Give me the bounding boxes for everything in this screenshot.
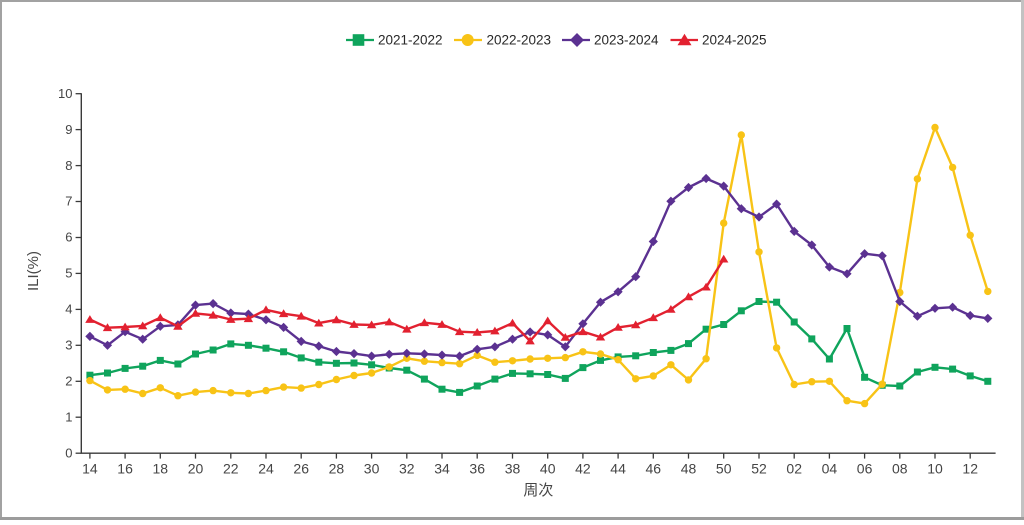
svg-text:9: 9 bbox=[65, 122, 72, 137]
svg-text:06: 06 bbox=[857, 461, 873, 477]
svg-text:22: 22 bbox=[223, 461, 239, 477]
svg-text:36: 36 bbox=[469, 461, 485, 477]
svg-text:32: 32 bbox=[399, 461, 415, 477]
svg-text:2021-2022: 2021-2022 bbox=[378, 33, 443, 48]
svg-text:ILI(%): ILI(%) bbox=[25, 251, 42, 291]
svg-text:38: 38 bbox=[505, 461, 521, 477]
svg-text:52: 52 bbox=[751, 461, 767, 477]
svg-text:08: 08 bbox=[892, 461, 908, 477]
svg-text:7: 7 bbox=[65, 194, 72, 209]
svg-text:04: 04 bbox=[822, 461, 838, 477]
svg-text:10: 10 bbox=[58, 86, 72, 101]
svg-text:2023-2024: 2023-2024 bbox=[594, 33, 659, 48]
svg-text:46: 46 bbox=[646, 461, 662, 477]
svg-text:4: 4 bbox=[65, 302, 72, 317]
svg-text:30: 30 bbox=[364, 461, 380, 477]
svg-text:5: 5 bbox=[65, 266, 72, 281]
svg-text:26: 26 bbox=[293, 461, 309, 477]
svg-text:0: 0 bbox=[65, 445, 72, 460]
svg-text:18: 18 bbox=[153, 461, 169, 477]
svg-text:40: 40 bbox=[540, 461, 556, 477]
svg-text:44: 44 bbox=[610, 461, 626, 477]
svg-text:2024-2025: 2024-2025 bbox=[702, 33, 767, 48]
svg-text:10: 10 bbox=[927, 461, 943, 477]
svg-text:12: 12 bbox=[962, 461, 978, 477]
svg-text:34: 34 bbox=[434, 461, 450, 477]
svg-text:28: 28 bbox=[329, 461, 345, 477]
svg-text:02: 02 bbox=[786, 461, 802, 477]
svg-text:8: 8 bbox=[65, 158, 72, 173]
svg-text:48: 48 bbox=[681, 461, 697, 477]
svg-text:42: 42 bbox=[575, 461, 591, 477]
svg-text:14: 14 bbox=[82, 461, 98, 477]
svg-text:20: 20 bbox=[188, 461, 204, 477]
svg-text:2022-2023: 2022-2023 bbox=[487, 33, 552, 48]
svg-text:16: 16 bbox=[117, 461, 133, 477]
svg-text:周次: 周次 bbox=[523, 482, 553, 499]
svg-text:6: 6 bbox=[65, 230, 72, 245]
svg-text:3: 3 bbox=[65, 338, 72, 353]
svg-text:2: 2 bbox=[65, 374, 72, 389]
svg-text:24: 24 bbox=[258, 461, 274, 477]
svg-text:50: 50 bbox=[716, 461, 732, 477]
svg-text:1: 1 bbox=[65, 409, 72, 424]
